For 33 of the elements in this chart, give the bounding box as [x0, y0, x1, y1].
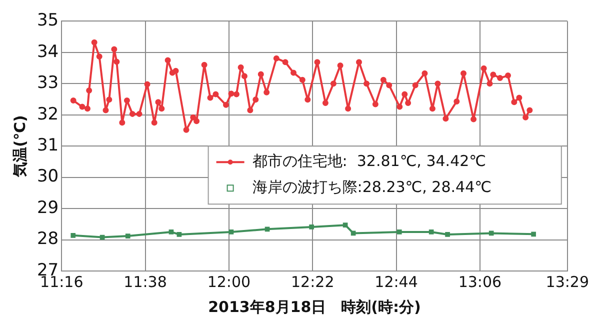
point — [428, 230, 434, 234]
y-tick-label: 28 — [36, 229, 59, 250]
point — [70, 232, 76, 238]
point — [176, 232, 182, 237]
x-tick-label: 12:00 — [207, 272, 251, 291]
y-tick-label: 30 — [36, 166, 59, 187]
point — [396, 230, 402, 234]
point — [100, 234, 105, 240]
point — [445, 232, 450, 237]
y-tick-label: 34 — [36, 42, 59, 62]
x-tick-label: 13:29 — [546, 272, 590, 291]
x-tick-label: 13:06 — [458, 272, 502, 291]
point — [125, 234, 130, 238]
y-tick-label: 29 — [36, 198, 59, 218]
x-axis-title: 2013年8月18日 時刻(時:分) — [208, 298, 421, 316]
point — [309, 224, 314, 230]
y-tick-label: 31 — [36, 136, 59, 156]
point — [350, 230, 356, 236]
point — [342, 222, 348, 228]
point — [168, 230, 174, 234]
point — [531, 232, 536, 237]
point — [228, 230, 234, 234]
legend-label: 都市の住宅地: 32.81℃, 34.42℃ — [252, 152, 486, 170]
point — [264, 226, 270, 232]
y-axis-title: 気温(℃) — [10, 115, 29, 178]
x-tick-label: 11:38 — [124, 272, 167, 291]
x-tick-label: 12:22 — [291, 272, 334, 291]
y-tick-label: 33 — [36, 73, 59, 94]
legend-label: 海岸の波打ち際:28.23℃, 28.44℃ — [252, 178, 492, 196]
y-tick-label: 35 — [36, 10, 59, 31]
x-tick-label: 12:44 — [374, 272, 418, 291]
point — [488, 230, 494, 236]
y-tick-label: 32 — [36, 104, 59, 124]
